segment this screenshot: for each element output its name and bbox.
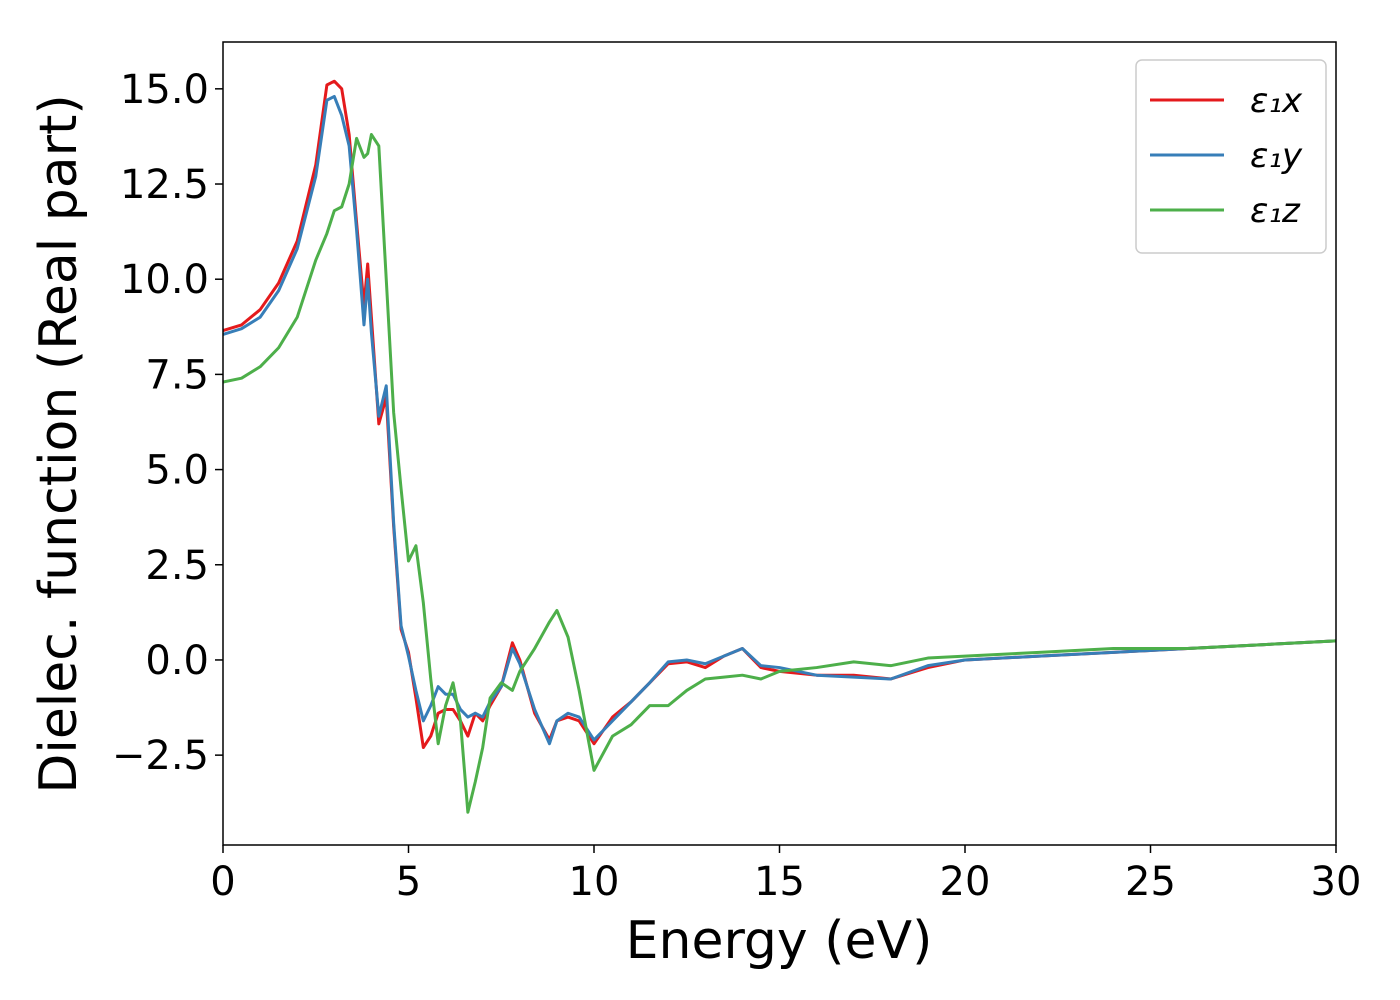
x-tick-label: 20 [940, 859, 991, 905]
x-tick-label: 30 [1311, 859, 1362, 905]
legend-label: ε₁x [1250, 81, 1303, 121]
data-line [223, 133, 1336, 814]
y-tick-label: 15.0 [120, 67, 209, 113]
x-tick-label: 0 [210, 859, 235, 905]
x-tick-label: 10 [569, 859, 620, 905]
plot-frame [222, 41, 1337, 846]
x-axis-label: Energy (eV) [626, 911, 933, 971]
y-tick-label: 12.5 [120, 162, 209, 208]
x-tick-label: 15 [754, 859, 805, 905]
y-tick-label: 0.0 [145, 638, 209, 684]
y-tick-label: 2.5 [145, 543, 209, 589]
legend-label: ε₁z [1250, 191, 1301, 231]
legend-label: ε₁y [1250, 136, 1303, 176]
y-tick-label: −2.5 [112, 733, 209, 779]
x-tick-label: 5 [396, 859, 421, 905]
y-tick-label: 5.0 [145, 448, 209, 494]
x-tick-label: 25 [1125, 859, 1176, 905]
y-tick-label: 7.5 [145, 352, 209, 398]
legend-box [1135, 59, 1327, 254]
y-tick-label: 10.0 [120, 257, 209, 303]
y-axis-label: Dielec. function (Real part) [29, 94, 89, 793]
